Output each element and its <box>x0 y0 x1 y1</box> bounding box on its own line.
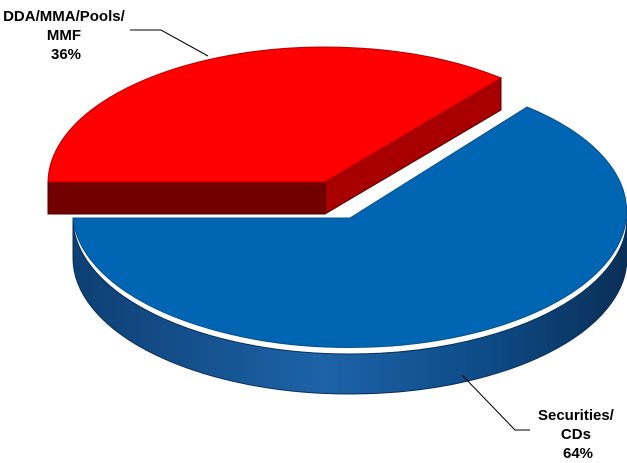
slice-label-dda-line-1: DDA/MMA/Pools/ <box>3 8 125 25</box>
slice-label-dda-percent: 36% <box>51 46 81 63</box>
slice-label-dda: DDA/MMA/Pools/ MMF 36% <box>3 8 129 63</box>
slice-label-securities-line-2: CDs <box>561 426 591 443</box>
slice-label-securities: Securities/ CDs 64% <box>538 407 618 462</box>
slice-label-securities-line-1: Securities/ <box>538 407 615 424</box>
pie-slice-securities-side <box>72 217 627 395</box>
slice-label-securities-percent: 64% <box>563 445 593 462</box>
leader-line-dda <box>130 29 209 57</box>
slice-label-dda-line-2: MMF <box>47 27 81 44</box>
pie-slice-dda <box>47 46 503 183</box>
leader-line-securities <box>461 374 530 431</box>
pie-slice-securities <box>72 106 627 348</box>
pie-slice-dda-front-wall <box>47 181 326 215</box>
